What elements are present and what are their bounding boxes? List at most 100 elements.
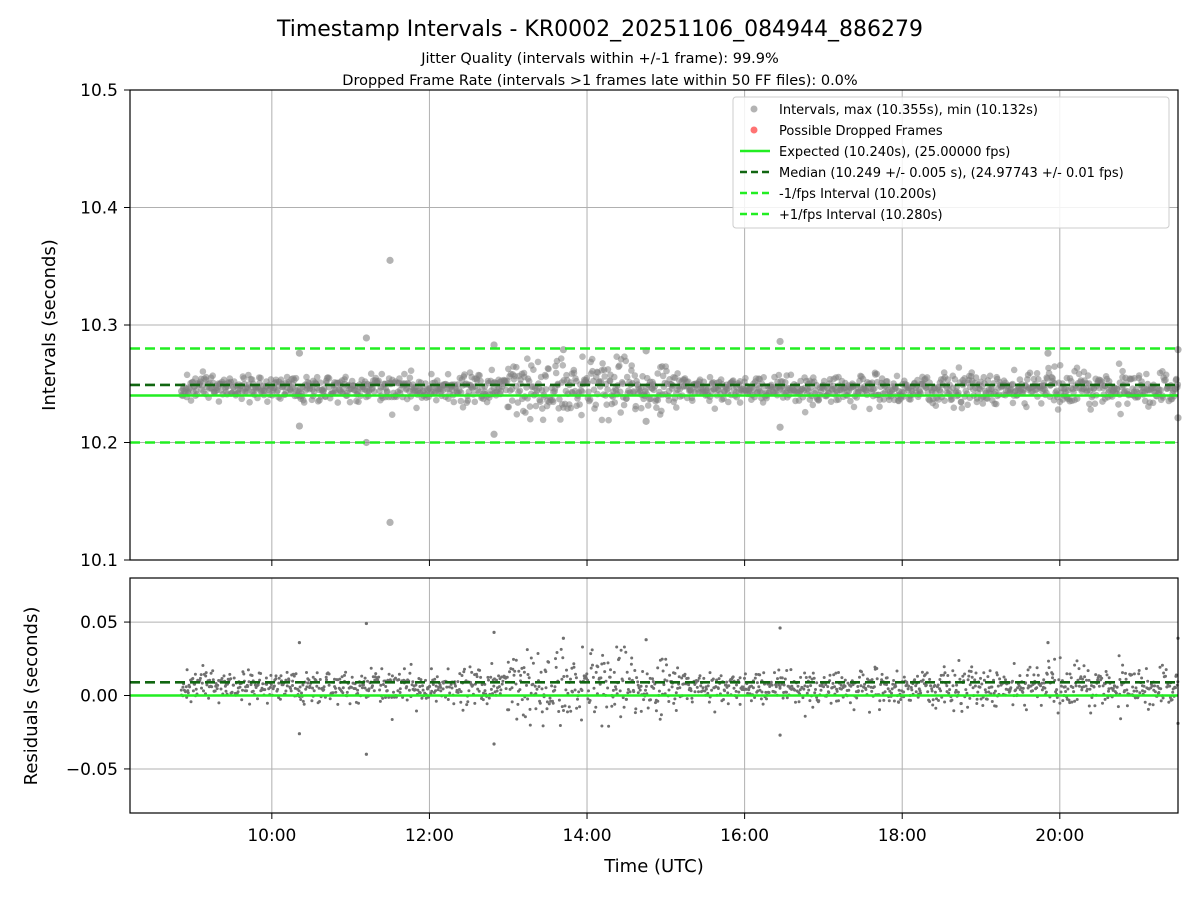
- interval-point: [579, 353, 586, 361]
- residual-point: [933, 690, 937, 694]
- residual-point: [968, 696, 972, 700]
- residual-point: [1083, 675, 1087, 679]
- residual-point: [646, 706, 650, 710]
- residual-point: [1125, 688, 1129, 692]
- residual-point: [683, 672, 687, 676]
- residual-point: [672, 701, 676, 705]
- residual-point: [418, 691, 422, 695]
- residual-point: [387, 672, 391, 676]
- residual-point: [785, 696, 789, 700]
- interval-point: [407, 367, 415, 375]
- intervals-y-tick-label: 10.1: [80, 551, 118, 571]
- residual-point: [487, 678, 490, 682]
- residual-point: [446, 667, 450, 671]
- residual-point: [913, 678, 917, 682]
- residual-point: [1043, 686, 1047, 690]
- residual-point: [514, 658, 518, 662]
- residual-point: [1071, 686, 1075, 689]
- residual-point: [608, 675, 612, 679]
- residual-point: [738, 702, 742, 706]
- residual-point: [311, 686, 314, 690]
- residual-point: [760, 690, 764, 694]
- residual-point: [265, 701, 269, 705]
- residual-point: [606, 686, 610, 690]
- residual-point: [553, 688, 557, 692]
- interval-point: [653, 404, 660, 412]
- residual-point: [1087, 704, 1091, 708]
- residual-point: [619, 715, 623, 719]
- residual-point: [811, 705, 815, 709]
- residual-point: [677, 675, 681, 679]
- interval-point: [320, 385, 328, 392]
- residual-point: [435, 675, 439, 679]
- residual-point: [1082, 685, 1086, 689]
- residual-point: [553, 685, 557, 689]
- residual-point: [219, 687, 223, 691]
- residual-point: [652, 686, 656, 690]
- residual-point: [630, 656, 634, 660]
- residual-point: [601, 653, 605, 657]
- x-tick-label: 10:00: [247, 826, 296, 846]
- residual-outlier-point: [778, 733, 782, 737]
- residual-point: [855, 696, 859, 700]
- residual-point: [1137, 672, 1141, 676]
- residual-point: [1075, 659, 1079, 663]
- interval-point: [375, 377, 383, 385]
- residual-point: [955, 683, 959, 687]
- residual-point: [852, 708, 856, 712]
- residual-point: [780, 676, 784, 680]
- residual-point: [1119, 717, 1123, 721]
- interval-point: [557, 416, 564, 423]
- residual-point: [928, 700, 932, 703]
- residual-point: [1036, 673, 1040, 677]
- residual-point: [1044, 690, 1048, 694]
- residual-point: [732, 686, 736, 690]
- interval-point: [632, 402, 640, 410]
- residual-point: [289, 689, 293, 693]
- residual-point: [274, 674, 278, 678]
- interval-point: [505, 403, 512, 411]
- residual-point: [1068, 672, 1072, 676]
- interval-outlier-point: [295, 422, 304, 430]
- residual-point: [714, 685, 718, 689]
- residual-point: [480, 683, 484, 687]
- legend-label-expected: Expected (10.240s), (25.00000 fps): [779, 145, 1010, 160]
- residual-point: [943, 700, 947, 704]
- residual-point: [934, 706, 938, 710]
- intervals-y-label: Intervals (seconds): [39, 239, 60, 411]
- residual-point: [572, 662, 576, 666]
- residual-point: [958, 677, 962, 681]
- residual-point: [566, 691, 570, 695]
- residual-point: [210, 685, 214, 689]
- residual-point: [651, 680, 655, 684]
- residual-point: [191, 677, 195, 680]
- interval-point: [1035, 376, 1042, 383]
- residual-point: [1096, 678, 1100, 682]
- residual-point: [897, 700, 901, 704]
- interval-point: [706, 373, 714, 381]
- residuals-y-ticks: −0.05 0.00 0.05: [66, 613, 130, 780]
- residual-point: [331, 691, 335, 695]
- residual-point: [1053, 657, 1057, 661]
- residual-point: [735, 696, 739, 700]
- residual-point: [593, 710, 596, 714]
- residual-point: [569, 709, 573, 713]
- residual-point: [624, 650, 628, 654]
- residual-point: [611, 688, 615, 692]
- residual-point: [920, 670, 924, 674]
- interval-point: [542, 386, 550, 393]
- residual-point: [758, 673, 762, 677]
- residual-point: [574, 676, 578, 680]
- residual-point: [960, 709, 964, 713]
- residual-point: [1081, 677, 1084, 681]
- residual-point: [378, 699, 382, 703]
- residual-point: [607, 724, 611, 728]
- residual-point: [362, 683, 365, 687]
- residual-point: [1153, 690, 1157, 694]
- interval-point: [801, 408, 809, 416]
- residual-point: [205, 683, 209, 687]
- residual-point: [1011, 703, 1015, 707]
- residual-point: [554, 665, 558, 669]
- interval-point: [986, 372, 994, 380]
- interval-outlier-point: [295, 349, 304, 357]
